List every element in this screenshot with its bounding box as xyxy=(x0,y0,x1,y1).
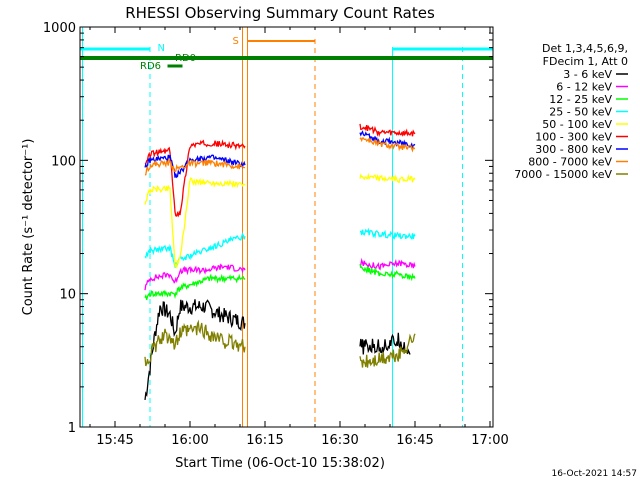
series-line-5-seg2 xyxy=(359,123,416,138)
series-line-2-seg2 xyxy=(359,264,416,282)
x-axis: 15:45 16:00 16:15 16:30 16:45 17:00 xyxy=(89,27,509,448)
annotation-rd0-label: RD0 xyxy=(175,53,196,64)
legend-label: 12 - 25 keV xyxy=(549,93,612,106)
series-line-7-seg2 xyxy=(359,136,416,153)
plot-area: N S RD6 RD0 xyxy=(80,27,493,427)
series-line-8-seg1 xyxy=(144,319,246,367)
series-line-1-seg1 xyxy=(144,263,246,291)
annotation-s-label: S xyxy=(233,36,239,47)
x-axis-label: Start Time (06-Oct-10 15:38:02) xyxy=(175,456,385,471)
series-line-4-seg2 xyxy=(359,172,416,184)
y-tick-label: 1 xyxy=(68,421,76,436)
x-tick-label: 17:00 xyxy=(471,433,508,448)
legend-label: 300 - 800 keV xyxy=(535,143,612,156)
x-tick-label: 16:15 xyxy=(246,433,283,448)
series-line-0-seg1 xyxy=(144,299,246,400)
footer-date: 16-Oct-2021 14:57 xyxy=(552,469,637,479)
legend-label: 3 - 6 keV xyxy=(563,68,612,81)
x-tick-label: 16:00 xyxy=(171,433,208,448)
series-line-2-seg1 xyxy=(144,273,246,300)
annotation-n-label: N xyxy=(158,43,165,54)
series-line-1-seg2 xyxy=(359,257,416,271)
legend-label: 25 - 50 keV xyxy=(549,106,612,119)
y-tick-label: 10 xyxy=(59,288,76,303)
series-line-6-seg2 xyxy=(359,130,416,149)
legend-label: 100 - 300 keV xyxy=(535,131,612,144)
legend-header-line: FDecim 1, Att 0 xyxy=(543,55,628,68)
x-tick-label: 16:30 xyxy=(321,433,358,448)
y-tick-label: 1000 xyxy=(43,21,76,36)
y-axis-label: Count Rate (s⁻¹ detector⁻¹) xyxy=(21,139,36,316)
y-axis: 1 10 100 1000 xyxy=(43,21,493,436)
series-line-4-seg1 xyxy=(144,176,246,269)
series-line-5-seg1 xyxy=(144,139,246,218)
legend-label: 6 - 12 keV xyxy=(556,81,612,94)
series-line-8-seg2 xyxy=(359,333,416,368)
plot-frame xyxy=(79,26,494,428)
legend-label: 800 - 7000 keV xyxy=(528,156,612,169)
legend: Det 1,3,4,5,6,9,FDecim 1, Att 03 - 6 keV… xyxy=(514,42,628,181)
y-tick-label: 100 xyxy=(51,154,76,169)
legend-label: 7000 - 15000 keV xyxy=(514,168,612,181)
chart-title: RHESSI Observing Summary Count Rates xyxy=(125,4,435,22)
legend-header-line: Det 1,3,4,5,6,9, xyxy=(542,42,628,55)
x-tick-label: 16:45 xyxy=(396,433,433,448)
series-line-3-seg2 xyxy=(359,227,416,241)
legend-label: 50 - 100 keV xyxy=(542,118,612,131)
x-tick-label: 15:45 xyxy=(96,433,133,448)
series-line-7-seg1 xyxy=(144,157,246,176)
annotation-rd6-label: RD6 xyxy=(140,61,161,72)
series-line-3-seg1 xyxy=(144,232,246,268)
